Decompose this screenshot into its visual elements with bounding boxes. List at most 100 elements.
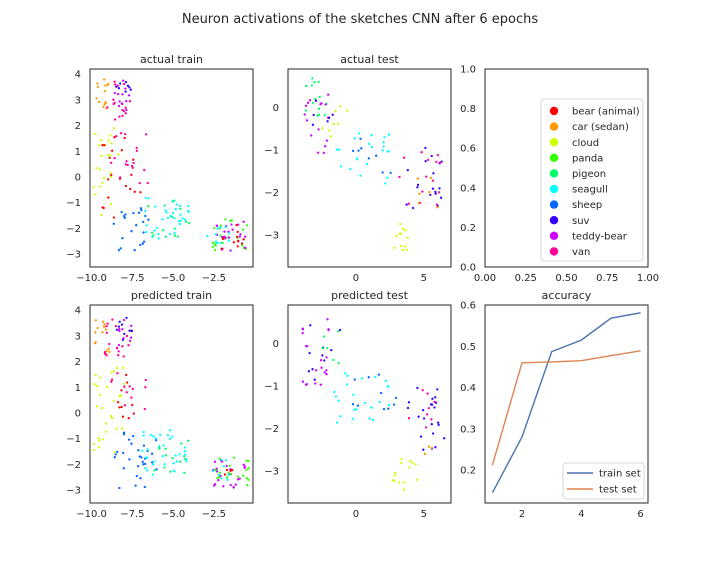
point-bear-animal (103, 143, 106, 147)
point-van (113, 118, 117, 121)
legend-marker (549, 247, 559, 256)
legend-label: sheep (572, 200, 602, 211)
point-teddy-bear (243, 466, 246, 470)
point-suv (431, 397, 434, 400)
point-cloud (120, 427, 124, 430)
point-cloud (97, 446, 101, 449)
point-seagull (164, 209, 167, 212)
point-car-sedan (417, 201, 420, 205)
legend-box (540, 98, 644, 262)
point-teddy-bear (320, 102, 323, 105)
point-car-sedan (427, 445, 431, 448)
point-suv (314, 99, 318, 102)
point-seagull (147, 197, 150, 200)
subplot-6: accuracy 2 4 6 0.2 0.3 0.4 0.5 0.6 train set test … (460, 289, 649, 520)
scatter-points (92, 78, 248, 252)
point-pigeon (186, 439, 190, 442)
point-car-sedan (94, 331, 97, 334)
point-seagull (219, 226, 222, 229)
point-van (112, 98, 115, 101)
point-suv (429, 403, 433, 406)
point-seagull (144, 209, 147, 213)
point-seagull (224, 225, 227, 229)
point-car-sedan (102, 325, 106, 328)
point-teddy-bear (124, 87, 127, 90)
point-suv (419, 435, 423, 438)
x-tick-label: 0 (353, 273, 359, 284)
point-cloud (119, 394, 123, 397)
point-cloud (99, 376, 102, 379)
point-sheep (137, 211, 141, 214)
point-suv (312, 113, 315, 117)
point-cloud (95, 405, 99, 408)
point-seagull (173, 232, 176, 235)
point-van (124, 106, 127, 109)
point-pigeon (337, 361, 340, 365)
point-teddy-bear (213, 482, 217, 486)
point-van (128, 385, 131, 388)
point-suv (416, 183, 420, 187)
point-suv (407, 401, 411, 404)
point-car-sedan (101, 330, 104, 334)
point-panda (221, 241, 224, 244)
point-suv (123, 332, 126, 336)
point-panda (247, 459, 250, 463)
point-panda (242, 474, 245, 477)
point-pigeon (179, 207, 182, 210)
point-seagull (171, 435, 174, 438)
point-seagull (157, 232, 160, 236)
point-sheep (389, 171, 392, 175)
point-suv (338, 328, 342, 332)
point-seagull (184, 453, 187, 456)
point-sheep (130, 230, 133, 233)
point-cloud (339, 104, 342, 108)
point-bear-animal (232, 241, 235, 244)
point-teddy-bear (314, 382, 317, 385)
point-seagull (344, 372, 347, 375)
y-tick-label: −1 (66, 198, 81, 209)
point-seagull (228, 232, 231, 235)
point-seagull (224, 459, 228, 462)
point-panda (218, 457, 221, 460)
point-suv (431, 432, 435, 435)
legend-marker (549, 231, 559, 240)
y-tick-label: 3 (75, 331, 81, 342)
point-panda (219, 234, 222, 237)
point-van (106, 322, 109, 325)
point-teddy-bear (315, 369, 318, 372)
point-teddy-bear (238, 235, 241, 238)
point-pigeon (173, 227, 176, 230)
point-van (435, 203, 439, 206)
point-teddy-bear (301, 380, 305, 383)
axes-frame (484, 304, 649, 504)
point-cloud (98, 185, 101, 188)
point-bear-animal (236, 245, 239, 248)
point-seagull (187, 204, 190, 208)
point-car-sedan (97, 100, 101, 104)
point-seagull (363, 401, 367, 405)
point-seagull (171, 211, 175, 215)
legend-marker (549, 138, 559, 147)
point-seagull (152, 463, 155, 466)
point-suv (412, 206, 415, 210)
point-bear-animal (102, 206, 105, 210)
point-seagull (162, 444, 165, 447)
point-cloud (405, 248, 408, 251)
point-pigeon (326, 346, 329, 350)
point-cloud (122, 382, 126, 386)
point-car-sedan (103, 78, 106, 81)
point-car-sedan (103, 89, 107, 93)
point-seagull (360, 377, 364, 380)
point-van (123, 404, 127, 407)
point-panda (245, 468, 248, 472)
point-car-sedan (104, 84, 107, 87)
point-van (420, 151, 423, 154)
point-suv (330, 348, 333, 352)
legend-label: cloud (572, 138, 599, 149)
point-cloud (406, 236, 409, 239)
x-tick-label: −7.5 (120, 273, 144, 284)
point-seagull (154, 205, 157, 208)
point-seagull (178, 453, 181, 456)
point-van (117, 353, 120, 357)
point-van (116, 372, 119, 375)
